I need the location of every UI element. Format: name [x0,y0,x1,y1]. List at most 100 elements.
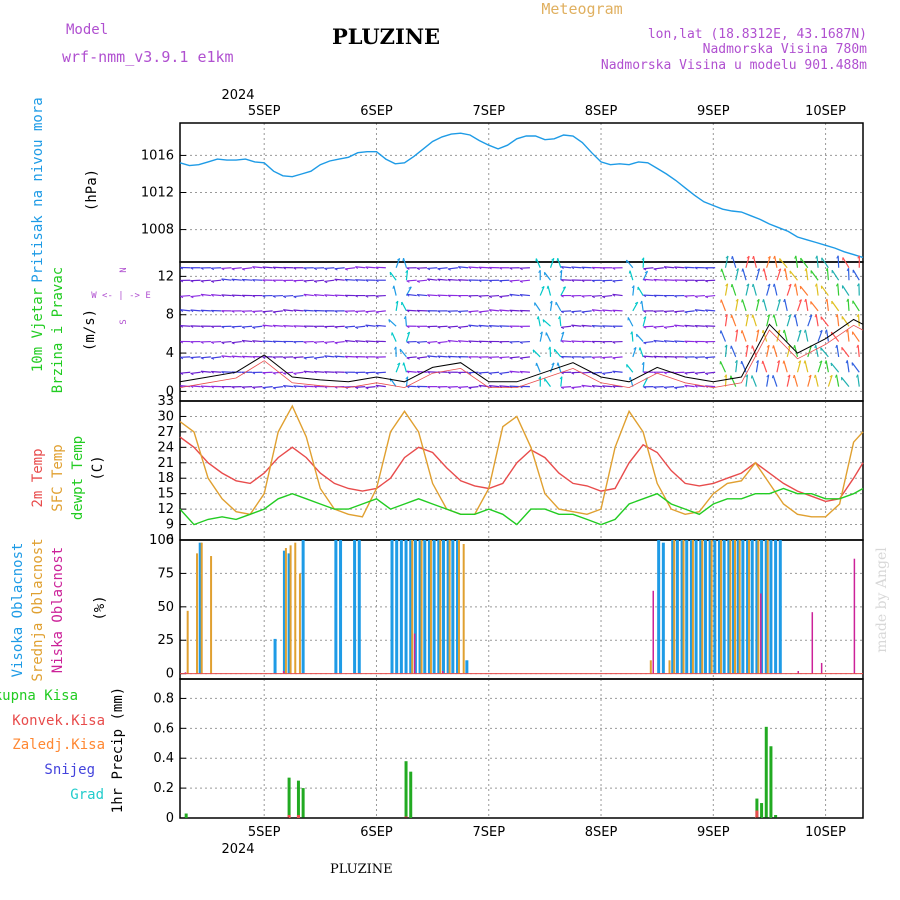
wind-arrow [499,294,510,298]
high-cloud-bar [357,540,361,674]
high-cloud-bar [694,540,698,674]
wind-arrow [674,310,685,313]
mid-cloud-bar [710,540,713,674]
wind-arrow [314,340,325,343]
wind-arrow-head [478,324,482,328]
wind-arrow-head [630,331,633,335]
wind-arrow [731,256,737,268]
wind-arrow-head [835,344,838,348]
wind-arrow-head [447,371,451,375]
wind-arrow-head [509,309,513,313]
wind-arrow-head [457,295,462,298]
wind-arrow-head [824,329,828,333]
wind-arrow-head [365,387,369,390]
wind-arrow [478,294,489,297]
wind-arrow-head [313,371,317,374]
wind-arrow [468,324,479,327]
mid-cloud-bar [411,540,414,674]
wind-arrow-head [809,314,813,318]
wind-arrow-head [741,299,743,303]
wind-arrow [694,385,705,388]
conv-precip-bar [755,810,759,818]
wind-arrow-head [200,309,204,313]
wind-arrow-head [355,311,359,314]
mid-cloud-bar [196,553,199,674]
mid-cloud-bar [420,540,423,674]
wind-arrow [745,374,749,387]
wind-arrow [763,268,768,281]
wind-arrow-head [447,326,451,329]
high-cloud-bar [736,540,740,674]
wind-arrow-head [272,311,276,314]
wind-arrow-head [313,280,318,283]
wind-arrow [793,374,799,387]
wind-arrow [735,360,738,373]
wind-arrow [724,374,727,387]
wind-arrow-head [478,356,482,360]
wind-arrow [745,256,750,268]
wind-arrow-head [488,309,492,312]
top-day-label: 6SEP [360,104,393,119]
wind-arrow-head [782,329,785,333]
wind-arrow-head [767,255,771,259]
wind-arrow [355,386,366,388]
wind-arrow-head [375,311,379,314]
wind-arrow [745,283,750,296]
wind-arrow-head [704,325,708,328]
wind-arrow-head [447,268,451,271]
wind-arrow [632,301,639,312]
wind-arrow [303,370,314,373]
wind-arrow [719,361,727,373]
wind-arrow-head [190,267,194,270]
wind-unit: (m/s) [82,309,98,351]
precip-panel: 0 0.2 0.4 0.6 0.8 [153,678,864,826]
wind-arrow-head [798,299,802,302]
precip-unit: 1hr Precip (mm) [110,687,126,813]
wind-arrow-head [684,279,688,283]
wind-arrow-head [640,300,643,304]
mid-cloud-bar [691,540,694,674]
wind-arrow-head [334,342,338,345]
wind-arrow-head [282,267,287,270]
wind-arrow-head [221,341,225,345]
wind-arrow [766,374,770,387]
wind-arrow [560,270,563,281]
wind-arrow-head [406,280,410,283]
y-tick-label: 4 [166,346,174,361]
low-cloud-bar [652,590,654,674]
wind-arrow [773,283,778,296]
wind-arrow-head [704,280,709,283]
wind-arrow-head [293,341,297,344]
wind-arrow [814,374,819,387]
wind-arrow-head [402,362,405,366]
wind-arrow-head [612,280,616,283]
wind-arrow [242,267,253,270]
wind-arrow-head [835,283,839,287]
wind-arrow-head [437,278,441,282]
wind-arrow [190,385,201,388]
y-tick-label: 15 [157,487,174,502]
wind-arrow [827,375,833,387]
total-precip-bar [774,815,778,818]
wind-arrow [591,294,603,297]
wind-arrow-head [643,342,647,345]
wind-arrow-head [825,268,828,272]
wind-arrow [272,266,283,269]
y-tick-label: 24 [157,440,174,455]
wind-arrow [324,340,335,344]
wind-arrow [766,314,771,327]
wind-arrow-head [406,341,410,344]
wind-arrow-head [468,387,472,390]
wind-arrow-head [447,310,451,314]
wind-arrow [830,362,840,373]
low-cloud-bar [282,670,285,674]
wind-arrow [334,355,345,358]
wind-arrow-head [447,340,451,343]
wind-arrow-head [468,311,472,314]
wind-arrow-head [416,310,420,313]
wind-arrow-head [602,296,606,299]
wind-arrow [721,268,727,281]
wind-arrow-head [773,255,776,259]
wind-arrow [626,364,634,373]
